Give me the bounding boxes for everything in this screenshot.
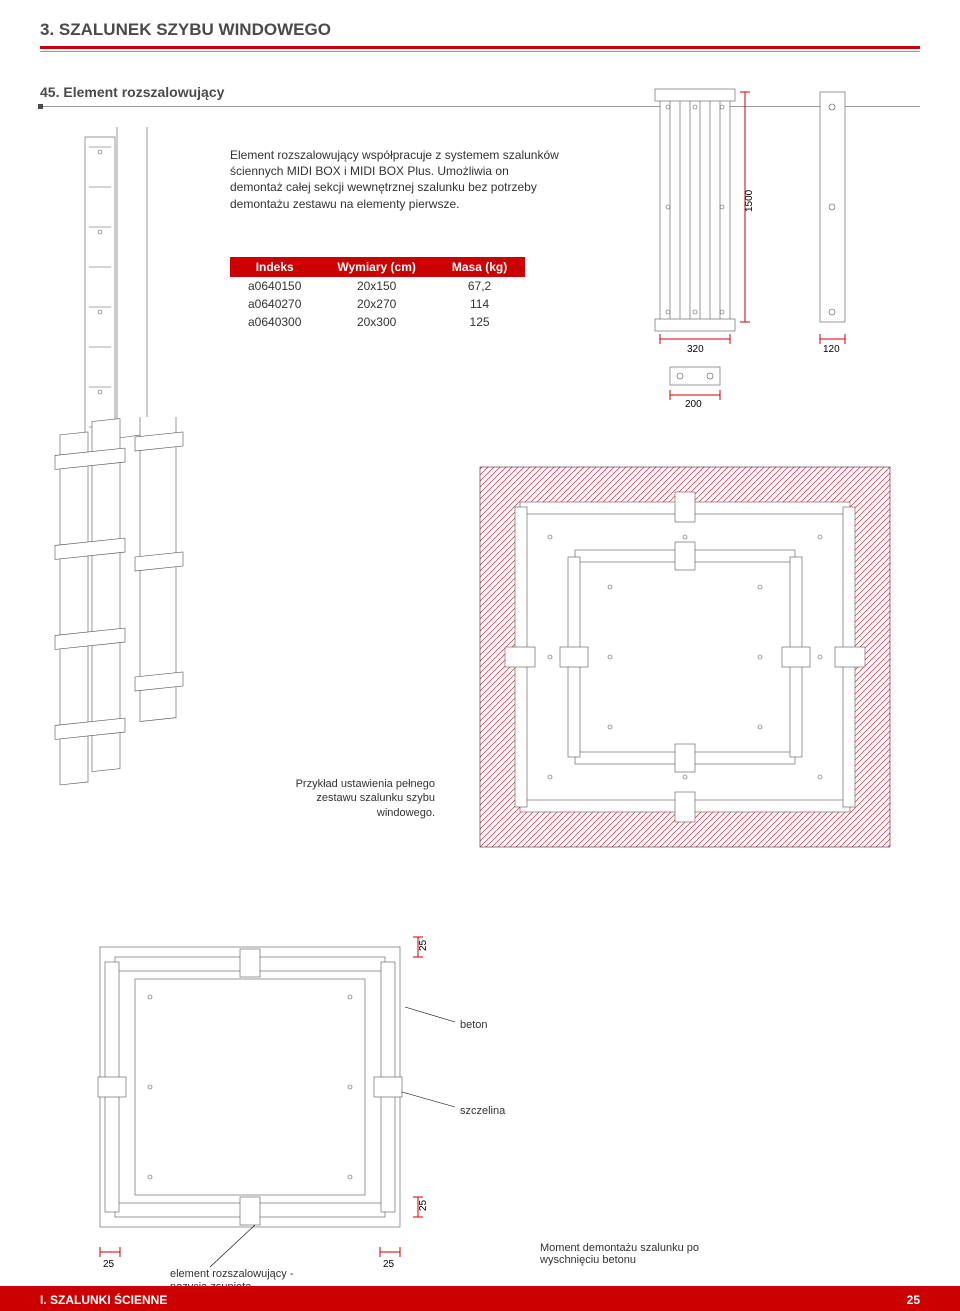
cell: 20x270 <box>319 295 433 313</box>
spec-table: Indeks Wymiary (cm) Masa (kg) a0640150 2… <box>230 257 525 331</box>
cell: 20x300 <box>319 313 433 331</box>
front-elevation-drawing: 1500 320 120 200 <box>620 77 920 427</box>
cell: 67,2 <box>434 277 525 295</box>
cell: a0640150 <box>230 277 319 295</box>
dim-25d: 25 <box>383 1259 395 1270</box>
table-row: a0640300 20x300 125 <box>230 313 525 331</box>
example-caption: Przykład ustawienia pełnego zestawu szal… <box>285 777 435 820</box>
table-row: a0640150 20x150 67,2 <box>230 277 525 295</box>
footer-left: I. SZALUNKI ŚCIENNE <box>40 1293 167 1307</box>
cell: 20x150 <box>319 277 433 295</box>
dim-front-width: 320 <box>687 344 704 355</box>
subsection-title: Element rozszalowujący <box>63 84 224 100</box>
cell: a0640300 <box>230 313 319 331</box>
section-number: 3. <box>40 20 54 39</box>
table-header-wymiary: Wymiary (cm) <box>319 257 433 277</box>
page-header: 3. SZALUNEK SZYBU WINDOWEGO <box>0 0 960 56</box>
plan-drawing-demount: 25 25 25 25 <box>60 907 460 1287</box>
dim-25a: 25 <box>418 939 429 951</box>
dim-25c: 25 <box>103 1259 115 1270</box>
moment-label: Moment demontażu szalunku po wyschnięciu… <box>540 1242 740 1266</box>
szczelina-label: szczelina <box>460 1105 505 1117</box>
dim-height: 1500 <box>744 189 755 212</box>
dim-side-width: 120 <box>823 344 840 355</box>
footer-page-number: 25 <box>907 1293 920 1307</box>
section-title-text: SZALUNEK SZYBU WINDOWEGO <box>59 20 331 39</box>
plan-drawing-hatched <box>460 447 910 867</box>
table-header-indeks: Indeks <box>230 257 319 277</box>
description-paragraph: Element rozszalowujący współpracuje z sy… <box>230 147 560 212</box>
table-header-masa: Masa (kg) <box>434 257 525 277</box>
cell: 114 <box>434 295 525 313</box>
header-rule <box>40 46 920 56</box>
dim-25b: 25 <box>418 1199 429 1211</box>
isometric-drawing-2 <box>40 417 240 817</box>
dim-bottom-width: 200 <box>685 399 702 410</box>
table-row: a0640270 20x270 114 <box>230 295 525 313</box>
cell: a0640270 <box>230 295 319 313</box>
page-footer: I. SZALUNKI ŚCIENNE 25 <box>0 1273 960 1311</box>
section-title: 3. SZALUNEK SZYBU WINDOWEGO <box>40 20 920 40</box>
subsection-number: 45. <box>40 84 59 100</box>
beton-label: beton <box>460 1019 488 1031</box>
cell: 125 <box>434 313 525 331</box>
